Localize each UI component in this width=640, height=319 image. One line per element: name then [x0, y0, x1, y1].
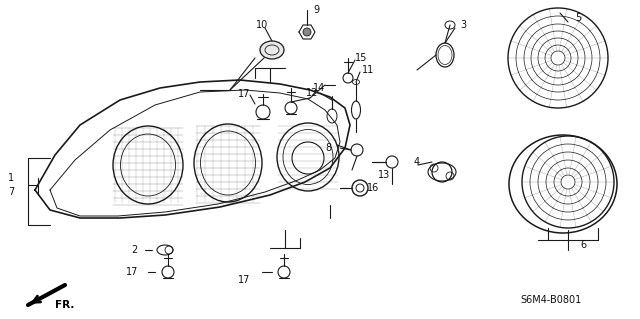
Text: 2: 2 — [132, 245, 138, 255]
Text: 1: 1 — [8, 173, 14, 183]
Text: 4: 4 — [414, 157, 420, 167]
Text: 7: 7 — [8, 187, 14, 197]
Text: FR.: FR. — [55, 300, 74, 310]
Text: 15: 15 — [355, 53, 367, 63]
Text: 14: 14 — [313, 83, 325, 93]
Text: 13: 13 — [378, 170, 390, 180]
Circle shape — [292, 142, 324, 174]
Text: 10: 10 — [256, 20, 268, 30]
Text: 3: 3 — [460, 20, 466, 30]
Text: 17: 17 — [238, 89, 250, 99]
Text: 8: 8 — [326, 143, 332, 153]
Text: S6M4-B0801: S6M4-B0801 — [520, 295, 581, 305]
Text: 16: 16 — [367, 183, 380, 193]
Ellipse shape — [260, 41, 284, 59]
Text: 17: 17 — [237, 275, 250, 285]
Circle shape — [303, 28, 311, 36]
Text: 11: 11 — [362, 65, 374, 75]
Text: 17: 17 — [125, 267, 138, 277]
Text: 5: 5 — [575, 13, 581, 23]
Text: 6: 6 — [580, 240, 586, 250]
Text: 9: 9 — [313, 5, 319, 15]
Text: 12: 12 — [306, 88, 318, 98]
